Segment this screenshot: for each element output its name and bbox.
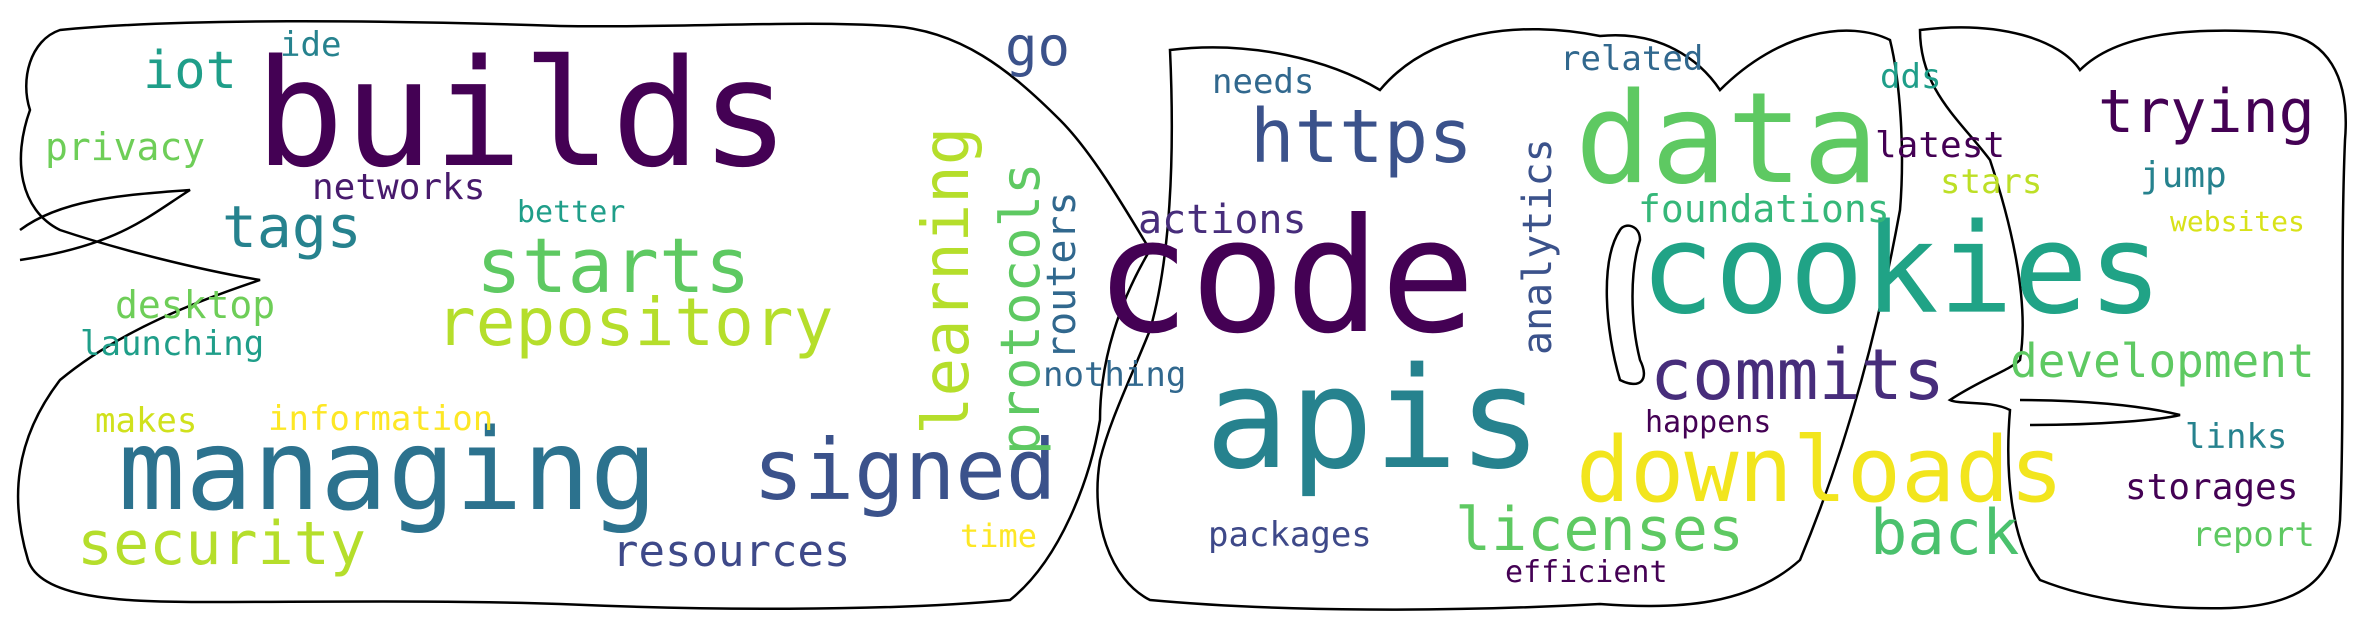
word-cookies: cookies <box>1640 198 2163 342</box>
cloud-outline-left-notch <box>19 188 191 262</box>
cloud-outline-left <box>16 19 1152 611</box>
word-iot: iot <box>143 41 237 101</box>
word-routers: routers <box>1039 191 1085 360</box>
word-starts: starts <box>476 221 751 310</box>
word-code: code <box>1095 185 1476 369</box>
word-packages: packages <box>1208 515 1372 555</box>
word-signed: signed <box>753 421 1057 519</box>
word-jump: jump <box>2140 155 2227 196</box>
word-related: related <box>1560 39 1704 79</box>
word-links: links <box>2185 417 2288 457</box>
word-launching: launching <box>80 324 265 364</box>
word-happens: happens <box>1645 405 1772 440</box>
word-websites: websites <box>2170 205 2305 238</box>
word-security: security <box>77 509 366 579</box>
word-repository: repository <box>436 284 834 361</box>
word-managing: managing <box>118 406 658 536</box>
word-trying: trying <box>2098 77 2315 147</box>
word-privacy: privacy <box>45 125 206 169</box>
cloud-outline-middle <box>1096 28 1904 611</box>
word-builds: builds <box>255 28 790 200</box>
word-resources: resources <box>612 526 851 577</box>
word-commits: commits <box>1650 334 1946 416</box>
word-time: time <box>960 517 1038 555</box>
word-development: development <box>2010 334 2315 388</box>
word-https: https <box>1250 94 1473 180</box>
word-makes: makes <box>95 401 198 441</box>
word-desktop: desktop <box>115 283 276 327</box>
cloud-outline-bracket <box>1605 224 1646 386</box>
cloud-outline-right-tab <box>2019 398 2181 427</box>
word-apis: apis <box>1205 338 1543 501</box>
cloud-outline-right <box>1918 26 2347 610</box>
word-licenses: licenses <box>1455 495 1744 565</box>
word-information: information <box>268 399 494 439</box>
word-needs: needs <box>1212 62 1315 102</box>
word-efficient: efficient <box>1505 555 1668 590</box>
word-back: back <box>1870 496 2020 569</box>
word-latest: latest <box>1875 125 2006 166</box>
word-storages: storages <box>2125 467 2299 508</box>
word-networks: networks <box>312 167 486 208</box>
word-actions: actions <box>1138 197 1307 243</box>
word-better: better <box>517 195 626 230</box>
word-nothing: nothing <box>1043 355 1187 395</box>
word-foundations: foundations <box>1638 187 1890 231</box>
word-analytics: analytics <box>1515 138 1561 355</box>
word-stars: stars <box>1940 162 2043 202</box>
word-go: go <box>1005 15 1071 78</box>
word-ide: ide <box>280 25 342 65</box>
word-downloads: downloads <box>1576 418 2064 523</box>
word-report: report <box>2192 515 2315 555</box>
word-learning: learning <box>910 126 984 435</box>
word-dds: dds <box>1880 57 1942 97</box>
word-data: data <box>1575 65 1879 212</box>
word-tags: tags <box>222 193 362 261</box>
